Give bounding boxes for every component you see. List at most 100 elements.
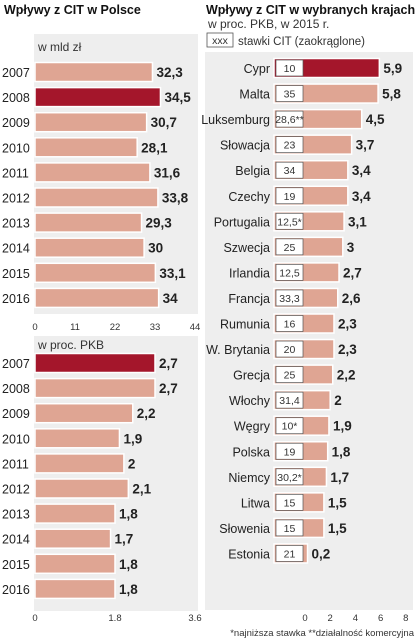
country-label: Portugalia <box>214 215 270 229</box>
category-label: 2007 <box>2 357 30 371</box>
cit-rate-box <box>275 366 304 383</box>
value-label: 2,7 <box>159 356 178 371</box>
cit-rate-box <box>275 391 304 409</box>
category-label: 2008 <box>2 382 30 396</box>
category-label: 2014 <box>2 242 30 256</box>
chart-2: Wpływy z CIT w wybranych krajach UEw pro… <box>201 3 418 639</box>
chart-title: Wpływy z CIT w Polsce <box>4 3 141 17</box>
value-label: 28,1 <box>141 140 168 155</box>
country-label: Szwecja <box>223 241 270 255</box>
bar <box>34 453 125 474</box>
bar <box>34 287 160 309</box>
value-label: 2,2 <box>337 368 356 383</box>
value-label: 1,7 <box>330 470 349 485</box>
bar <box>34 111 148 133</box>
bar <box>34 237 145 258</box>
country-label: Czechy <box>228 190 270 204</box>
category-label: 2013 <box>2 508 30 522</box>
bar <box>34 212 143 233</box>
category-label: 2014 <box>2 533 30 547</box>
value-label: 3,4 <box>352 163 371 178</box>
bar <box>34 553 116 575</box>
cit-rate-label: 19 <box>284 191 296 203</box>
value-label: 2,6 <box>342 291 361 306</box>
category-label: 2016 <box>2 583 30 597</box>
country-label: Malta <box>239 88 270 102</box>
category-label: 2007 <box>2 66 30 80</box>
category-label: 2009 <box>2 407 30 421</box>
cit-rate-label: 10 <box>284 63 296 75</box>
value-label: 2,7 <box>343 265 362 280</box>
cit-rate-box <box>275 136 304 153</box>
value-label: 2 <box>128 456 136 471</box>
value-label: 1,8 <box>332 444 351 459</box>
cit-rate-label: 21 <box>284 548 296 560</box>
bar <box>34 503 116 524</box>
cit-rate-box <box>275 545 304 562</box>
x-tick-label: 0 <box>302 613 307 624</box>
cit-rate-label: 23 <box>284 140 296 152</box>
value-label: 1,8 <box>119 582 138 597</box>
cit-rate-box <box>275 85 304 102</box>
value-label: 34 <box>163 291 179 306</box>
chart-1: w proc. PKB 2007 2,7 2008 2,7 2009 2,2 2010 1,9 2… <box>2 336 202 624</box>
bar <box>34 137 138 158</box>
value-label: 2,1 <box>132 482 151 497</box>
cit-rate-box <box>275 315 304 332</box>
value-label: 2,7 <box>159 381 178 396</box>
chart-subtitle: w proc. PKB <box>37 338 104 352</box>
country-label: Polska <box>232 445 270 459</box>
value-label: 0,2 <box>312 546 331 561</box>
x-tick-label: 3.6 <box>188 613 201 624</box>
cit-rate-box <box>275 59 304 77</box>
cit-rate-label: 28,6** <box>275 114 304 126</box>
value-label: 2 <box>334 393 342 408</box>
x-tick-label: 44 <box>190 322 201 333</box>
legend-swatch <box>206 32 234 48</box>
cit-rate-box <box>275 494 304 511</box>
cit-rate-box <box>275 340 304 358</box>
x-tick-label: 8 <box>403 613 408 624</box>
value-label: 2,3 <box>338 317 357 332</box>
cit-rate-label: 31,4 <box>279 395 300 407</box>
bar <box>34 86 162 108</box>
bar <box>34 377 156 399</box>
cit-rate-box <box>275 212 304 230</box>
x-tick-label: 33 <box>150 322 161 333</box>
cit-rate-box <box>275 519 304 537</box>
bar <box>34 352 156 374</box>
category-label: 2011 <box>2 457 29 471</box>
chart-title: Wpływy z CIT w wybranych krajach UE <box>206 3 418 17</box>
cit-rate-box <box>275 238 304 256</box>
country-label: Litwa <box>241 496 270 510</box>
bar <box>34 187 159 208</box>
x-tick-label: 4 <box>353 613 358 624</box>
x-tick-label: 22 <box>110 322 121 333</box>
chart-subtitle: w mld zł <box>37 40 82 54</box>
category-label: 2016 <box>2 292 30 306</box>
category-label: 2012 <box>2 192 30 206</box>
value-label: 34,5 <box>164 90 191 105</box>
cit-rate-box <box>275 468 304 486</box>
category-label: 2013 <box>2 217 30 231</box>
country-label: Luksemburg <box>201 113 270 127</box>
country-label: Słowenia <box>219 522 270 536</box>
category-label: 2009 <box>2 116 30 130</box>
x-tick-label: 11 <box>70 322 80 333</box>
cit-rate-label: 16 <box>284 319 296 331</box>
country-label: Belgia <box>235 164 270 178</box>
category-label: 2010 <box>2 141 30 155</box>
x-tick-label: 1.8 <box>108 613 121 624</box>
cit-rate-label: 25 <box>284 370 296 382</box>
category-label: 2015 <box>2 267 30 281</box>
footnote: *najniższa stawka **działalność komercyj… <box>230 628 414 639</box>
cit-rate-box <box>275 417 304 435</box>
value-label: 1,9 <box>333 419 352 434</box>
value-label: 33,1 <box>159 266 186 281</box>
bar <box>34 528 112 549</box>
value-label: 29,3 <box>146 216 173 231</box>
country-label: Estonia <box>228 547 270 561</box>
bar <box>34 578 116 600</box>
category-label: 2010 <box>2 432 30 446</box>
